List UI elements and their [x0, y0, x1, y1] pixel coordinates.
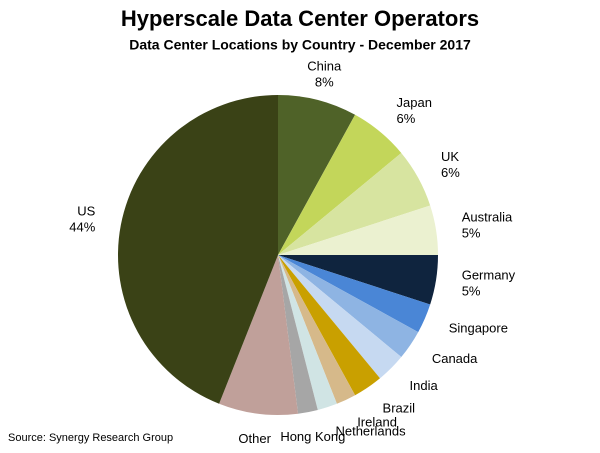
- pie-slice: [278, 255, 402, 379]
- chart-title: Hyperscale Data Center Operators: [121, 6, 479, 31]
- slice-value-label: 5%: [462, 225, 481, 240]
- slice-label: Canada: [432, 351, 478, 366]
- slice-label: Ireland: [357, 415, 397, 430]
- pie-slice: [117, 95, 279, 404]
- slice-value-label: 44%: [69, 220, 95, 235]
- slice-label: Other: [238, 431, 271, 446]
- slice-label: Australia: [462, 209, 513, 224]
- pie-slice: [278, 255, 438, 305]
- slice-label: China: [307, 58, 342, 73]
- slice-value-label: 8%: [315, 74, 334, 89]
- pie-slice: [278, 153, 431, 255]
- slice-label: Brazil: [383, 400, 416, 415]
- pie-slice: [278, 255, 337, 410]
- slice-value-label: 6%: [397, 111, 416, 126]
- slice-label: US: [77, 204, 95, 219]
- slice-label: Netherlands: [335, 423, 406, 438]
- pie-slice: [278, 114, 402, 256]
- pie-slice: [278, 255, 318, 414]
- pie-slice: [278, 95, 356, 255]
- pie-slice: [278, 255, 431, 333]
- pie-slice: [278, 255, 356, 404]
- pie-slice: [278, 205, 438, 255]
- slice-label: Hong Kong: [280, 429, 345, 444]
- slice-label: Singapore: [449, 320, 508, 335]
- source-note: Source: Synergy Research Group: [8, 432, 173, 444]
- pie-slice: [278, 255, 419, 357]
- slice-label: Japan: [397, 95, 432, 110]
- slice-value-label: 6%: [441, 165, 460, 180]
- pie-slice: [278, 255, 380, 396]
- slice-label: Germany: [462, 268, 516, 283]
- slice-label: UK: [441, 149, 459, 164]
- chart-subtitle: Data Center Locations by Country - Decem…: [129, 37, 471, 53]
- slice-label: India: [410, 378, 439, 393]
- slice-value-label: 5%: [462, 284, 481, 299]
- pie-slice: [219, 255, 299, 415]
